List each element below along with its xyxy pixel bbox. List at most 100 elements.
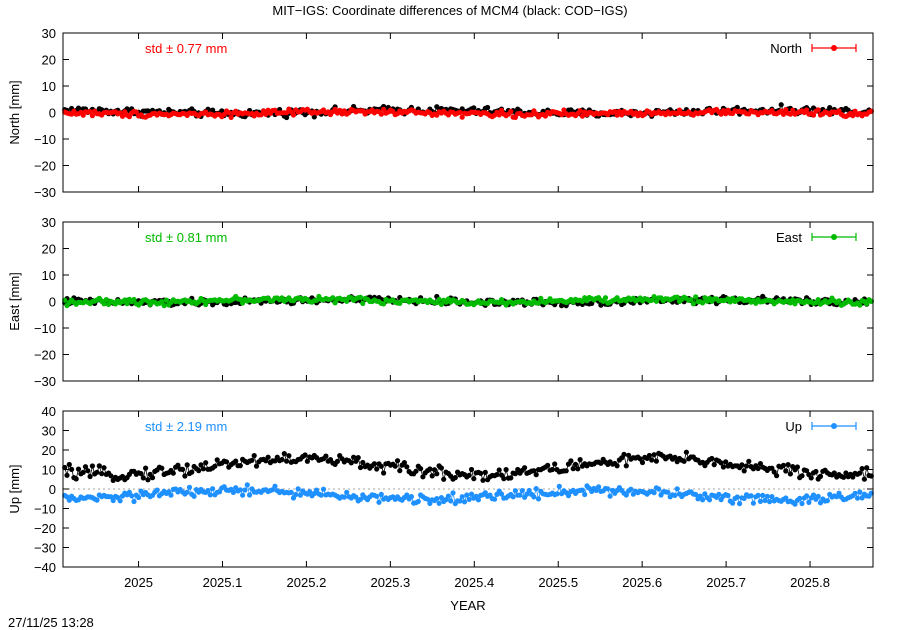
data-point (427, 466, 433, 472)
y-axis-label: North [mm] (7, 80, 22, 144)
data-point (674, 294, 680, 300)
data-point (672, 454, 678, 460)
data-point (748, 493, 754, 499)
data-point (434, 471, 440, 477)
y-tick-label: −10 (34, 321, 56, 336)
y-tick-label: −30 (34, 374, 56, 389)
data-point (355, 455, 361, 461)
data-point (184, 489, 190, 495)
data-point (253, 463, 260, 469)
y-tick-label: 10 (42, 268, 56, 283)
data-point (247, 492, 253, 498)
y-tick-label: −20 (34, 348, 56, 363)
data-point (418, 466, 424, 472)
y-tick-label: −30 (34, 541, 56, 556)
data-point (288, 489, 294, 495)
data-point (787, 111, 794, 117)
data-point (693, 294, 699, 300)
data-point (579, 113, 586, 119)
data-point (709, 455, 715, 462)
data-point (99, 471, 105, 477)
data-point (492, 496, 498, 502)
data-point (815, 297, 821, 303)
data-point (320, 486, 327, 492)
data-point (281, 451, 287, 457)
data-point (140, 475, 146, 481)
data-point (145, 477, 151, 483)
data-point (841, 474, 847, 480)
data-point (810, 112, 817, 118)
data-point (357, 496, 364, 502)
timestamp: 27/11/25 13:28 (8, 615, 94, 630)
data-point (824, 498, 831, 504)
data-point (205, 487, 211, 494)
data-point (230, 489, 236, 495)
data-point (799, 473, 805, 479)
data-point (434, 496, 440, 502)
data-point (737, 501, 743, 507)
data-point (392, 463, 398, 469)
data-point (251, 453, 257, 459)
data-point (334, 458, 340, 464)
data-point (864, 301, 870, 307)
data-point (431, 467, 438, 473)
data-point (804, 468, 810, 474)
data-point (762, 497, 768, 504)
data-point (279, 457, 285, 463)
data-point (461, 499, 468, 505)
data-point (413, 468, 419, 474)
data-point (755, 492, 761, 498)
legend-label: North (770, 41, 802, 56)
data-point (459, 114, 465, 120)
data-point (293, 491, 299, 498)
data-point (836, 298, 842, 304)
data-point (237, 463, 243, 469)
data-point (66, 461, 72, 468)
data-point (180, 466, 186, 472)
data-point (341, 494, 347, 500)
data-point (778, 102, 784, 108)
data-point (258, 112, 264, 118)
data-point (864, 465, 870, 471)
data-point (87, 109, 93, 115)
data-point (639, 459, 646, 466)
data-point (210, 486, 216, 492)
data-point (693, 491, 699, 498)
data-point (80, 469, 86, 475)
data-point (494, 472, 500, 478)
data-point (168, 492, 174, 498)
data-point (720, 464, 727, 470)
data-point (531, 468, 537, 474)
data-point (186, 484, 193, 490)
data-point (159, 465, 165, 471)
data-point (436, 296, 442, 303)
data-point (290, 112, 297, 118)
data-point (780, 111, 787, 117)
data-point (196, 468, 202, 474)
data-point (626, 452, 632, 458)
data-point (579, 487, 586, 493)
data-point (503, 467, 509, 473)
std-annotation: std ± 0.77 mm (145, 41, 227, 56)
data-point (314, 487, 320, 493)
data-point (854, 495, 861, 501)
data-point (191, 493, 197, 499)
data-point (64, 472, 70, 478)
data-point (378, 463, 384, 469)
data-point (767, 499, 773, 505)
legend-marker (831, 234, 837, 240)
y-tick-label: 20 (42, 443, 56, 458)
data-point (441, 476, 447, 482)
data-point (815, 493, 821, 499)
y-tick-label: −10 (34, 502, 56, 517)
data-point (716, 491, 722, 497)
data-point (582, 491, 588, 498)
data-point (813, 468, 819, 475)
data-point (815, 107, 821, 113)
data-point (792, 501, 798, 507)
data-point (529, 112, 535, 118)
data-point (496, 467, 502, 473)
data-point (700, 497, 706, 503)
data-point (501, 476, 507, 482)
